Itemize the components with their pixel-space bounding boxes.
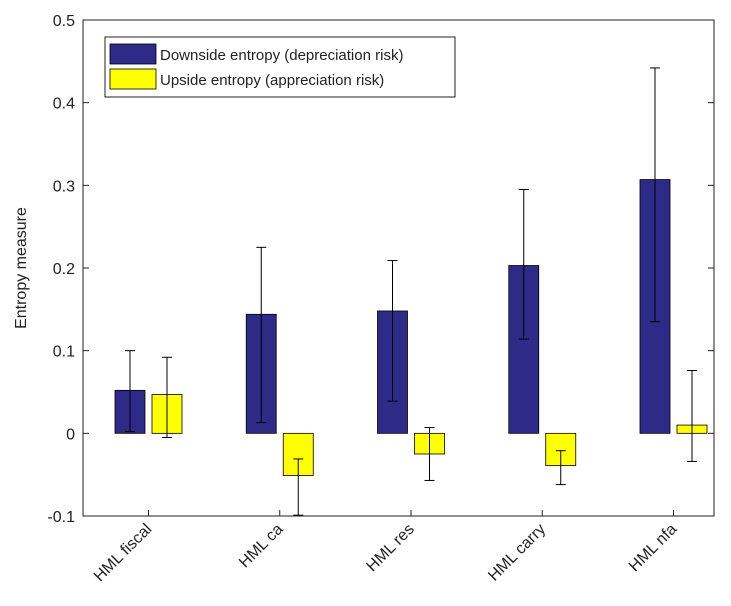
- legend-label: Downside entropy (depreciation risk): [160, 47, 403, 64]
- legend-box: [104, 36, 456, 98]
- y-axis-label: Entropy measure: [13, 207, 30, 329]
- legend-swatch: [109, 68, 157, 90]
- y-tick-label: 0: [66, 426, 75, 443]
- legend-swatch: [109, 43, 157, 65]
- y-tick-label: 0.5: [53, 13, 75, 30]
- y-tick-label: 0.3: [53, 178, 75, 195]
- axes-box: [82, 19, 715, 517]
- y-tick-label: -0.1: [47, 509, 75, 526]
- y-tick-label: 0.4: [53, 96, 75, 113]
- y-tick-label: 0.2: [53, 261, 75, 278]
- legend-label: Upside entropy (appreciation risk): [160, 72, 384, 89]
- y-tick-label: 0.1: [53, 344, 75, 361]
